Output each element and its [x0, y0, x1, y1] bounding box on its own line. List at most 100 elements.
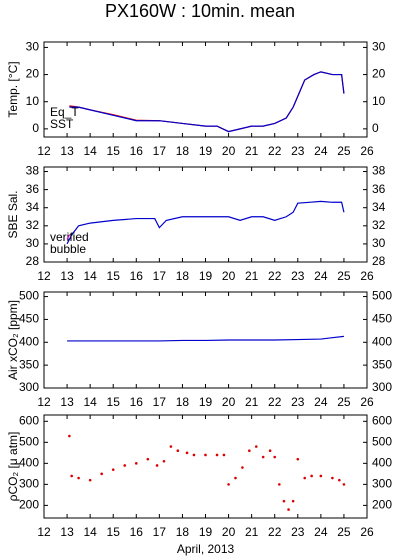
data-point — [291, 499, 295, 503]
data-point — [296, 457, 300, 461]
data-point — [227, 483, 230, 486]
x-tick-label: 23 — [291, 269, 305, 283]
x-tick-label: 26 — [360, 144, 374, 158]
x-tick-label: 14 — [83, 395, 97, 409]
data-point — [342, 483, 346, 486]
data-line — [66, 234, 70, 240]
data-point — [248, 449, 251, 453]
y-tick-label: 350 — [19, 357, 39, 371]
x-tick-label: 23 — [291, 525, 305, 539]
y-tick-label: 400 — [19, 334, 39, 348]
y-tick-label: 20 — [372, 67, 386, 81]
data-point — [234, 476, 237, 480]
x-tick-label: 19 — [199, 395, 213, 409]
data-point — [278, 483, 281, 486]
y-tick-label: 350 — [372, 357, 392, 371]
x-tick-label: 22 — [268, 525, 282, 539]
x-tick-label: 18 — [176, 525, 190, 539]
x-tick-label: 17 — [153, 269, 167, 283]
x-tick-label: 20 — [222, 395, 236, 409]
x-tick-label: 18 — [176, 269, 190, 283]
y-tick-label: 38 — [372, 164, 386, 178]
data-point — [338, 478, 341, 482]
y-tick-label: 600 — [19, 413, 39, 427]
x-tick-label: 16 — [130, 269, 144, 283]
y-tick-label: 30 — [26, 236, 40, 250]
data-point — [287, 508, 290, 511]
x-tick-label: 26 — [360, 269, 374, 283]
y-tick-label: 20 — [26, 67, 40, 81]
y-tick-label: 500 — [19, 289, 39, 303]
x-tick-label: 22 — [268, 144, 282, 158]
x-axis-label: April, 2013 — [177, 542, 235, 556]
x-tick-label: 24 — [314, 395, 328, 409]
y-tick-label: 30 — [372, 236, 386, 250]
y-tick-label: 300 — [19, 380, 39, 394]
y-tick-label: 0 — [32, 121, 39, 135]
x-tick-label: 15 — [107, 525, 121, 539]
data-point — [68, 434, 71, 438]
y-axis-label: Air xCO₂ [ppm] — [6, 300, 20, 380]
legend-entry: Eq_T — [50, 105, 79, 119]
x-tick-label: 24 — [314, 144, 328, 158]
data-line — [69, 71, 345, 133]
x-tick-label: 25 — [337, 395, 351, 409]
x-tick-label: 17 — [153, 144, 167, 158]
y-tick-label: 200 — [372, 498, 392, 512]
data-point — [204, 453, 207, 457]
y-tick-label: 500 — [372, 434, 392, 448]
y-tick-label: 28 — [372, 254, 386, 268]
y-tick-label: 36 — [372, 182, 386, 196]
x-tick-label: 16 — [130, 395, 144, 409]
data-point — [254, 445, 258, 448]
data-point — [273, 455, 277, 459]
x-tick-label: 16 — [130, 144, 144, 158]
x-tick-label: 15 — [107, 144, 121, 158]
x-tick-label: 26 — [360, 395, 374, 409]
x-tick-label: 21 — [245, 395, 259, 409]
data-point — [261, 455, 265, 459]
x-tick-label: 12 — [37, 395, 51, 409]
y-tick-label: 500 — [372, 289, 392, 303]
plot-frame — [43, 166, 368, 263]
data-point — [146, 457, 150, 461]
data-point — [310, 474, 313, 478]
x-tick-label: 21 — [245, 525, 259, 539]
x-tick-label: 25 — [337, 269, 351, 283]
legend-entry: verified — [50, 230, 89, 244]
data-point — [100, 472, 103, 476]
x-tick-label: 23 — [291, 144, 305, 158]
data-point — [303, 476, 307, 480]
x-tick-label: 18 — [176, 395, 190, 409]
x-tick-label: 17 — [153, 525, 167, 539]
x-tick-label: 18 — [176, 144, 190, 158]
x-tick-label: 22 — [268, 269, 282, 283]
x-tick-label: 13 — [60, 144, 74, 158]
x-tick-label: 19 — [199, 144, 213, 158]
data-point — [241, 466, 244, 469]
data-point — [268, 449, 272, 453]
x-tick-label: 19 — [199, 525, 213, 539]
x-tick-label: 24 — [314, 269, 328, 283]
y-tick-label: 32 — [26, 218, 40, 232]
chart-title: PX160W : 10min. mean — [105, 1, 295, 21]
data-point — [176, 449, 180, 453]
data-point — [111, 468, 115, 471]
x-tick-label: 20 — [222, 144, 236, 158]
x-tick-label: 25 — [337, 525, 351, 539]
x-tick-label: 25 — [337, 144, 351, 158]
plot-frame — [43, 41, 368, 138]
x-tick-label: 12 — [37, 144, 51, 158]
data-point — [162, 459, 166, 463]
x-tick-label: 19 — [199, 269, 213, 283]
data-point — [319, 474, 323, 478]
x-tick-label: 13 — [60, 395, 74, 409]
x-tick-label: 13 — [60, 269, 74, 283]
x-tick-label: 12 — [37, 269, 51, 283]
y-tick-label: 30 — [372, 40, 386, 54]
y-tick-label: 34 — [26, 200, 40, 214]
data-line — [69, 71, 345, 133]
y-tick-label: 30 — [26, 40, 40, 54]
y-tick-label: 400 — [372, 334, 392, 348]
